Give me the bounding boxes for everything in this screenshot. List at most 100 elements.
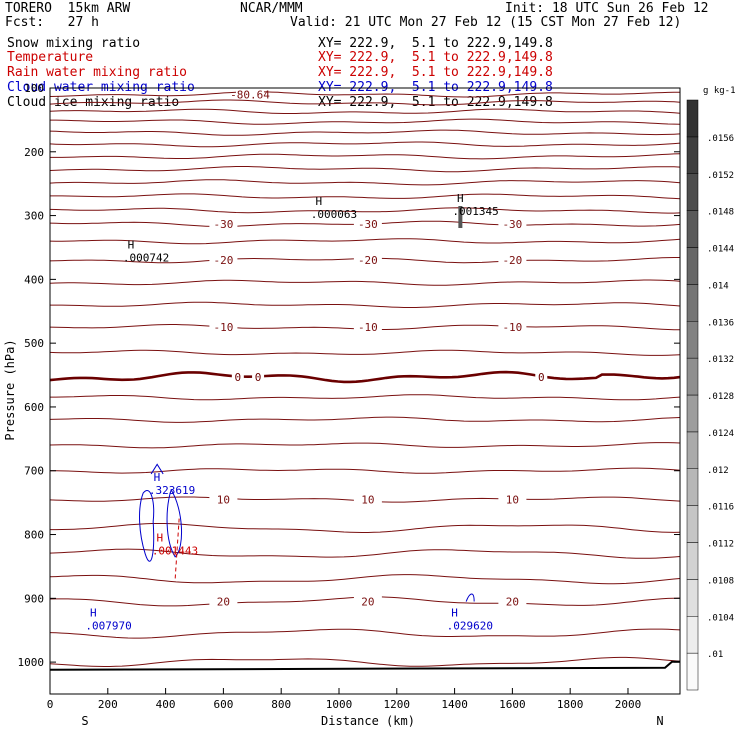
colorbar-label: .0128 [707,392,734,402]
colorbar-label: .0144 [707,245,734,255]
colorbar-label: .0132 [707,355,734,365]
contour-label-bg [498,217,527,230]
colorbar-label: .012 [707,466,729,476]
colorbar-label: .0108 [707,576,734,586]
temperature-contour [50,118,681,125]
cloud-ice-shading [458,206,463,229]
colorbar-swatch [686,468,699,506]
temperature-contours: -80.64 -30 -30 -30 -20 -20 -20 -10 -10 -10 10 10 10 2… [49,88,681,667]
x-tick-label: 1800 [557,698,584,711]
colorbar-swatch [686,505,699,543]
y-tick-label: 1000 [18,656,45,669]
field-xy-cloud-ice: XY= 222.9, 5.1 to 222.9,149.8 [318,95,553,110]
x-axis: 0 200 400 600 800 1000 1200 1400 1600 1800 2000 [47,688,642,711]
colorbar-swatch [686,542,699,580]
colorbar-swatch [686,247,699,285]
temperature-contour [50,153,681,160]
valid-time: Valid: 21 UTC Mon 27 Feb 12 (15 CST Mon … [290,15,682,30]
temperature-contour [49,349,681,356]
temperature-contour [50,523,681,533]
contour-label: -30 [358,218,378,231]
y-tick-label: 700 [24,465,44,478]
x-axis-label: Distance (km) [321,714,415,728]
temperature-contour [50,394,681,401]
maximum-value: .323619 [149,484,195,497]
y-tick-label: 200 [24,146,44,159]
temperature-contour [49,166,681,173]
maximum-marker: H [154,471,161,484]
temperature-contour [49,416,681,423]
model-title: TORERO 15km ARW [5,1,131,16]
colorbar-swatch [686,210,699,248]
contour-label-bg [209,493,238,506]
org-title: NCAR/MMM [240,1,303,16]
contour-label: 20 [217,596,230,609]
contour-label: -10 [213,321,233,334]
x-tick-label: 600 [213,698,233,711]
freezing-label: 0 [255,371,262,384]
contour-label: 20 [506,596,519,609]
x-tick-label: 1600 [499,698,526,711]
colorbar-label: .0136 [707,318,734,328]
x-tick-label: 2000 [615,698,642,711]
contour-label: -30 [213,218,233,231]
field-name-rain: Rain water mixing ratio [7,65,188,80]
contour-label: -20 [213,254,233,267]
maximum-marker: H [128,239,135,252]
cloud-water-contour [139,490,155,562]
contour-label-bg [498,595,527,608]
temperature-contour [49,628,681,639]
plot-frame [49,87,681,695]
colorbar-label: .0116 [707,503,734,513]
freezing-label: 0 [235,371,242,384]
temperature-contour [50,467,681,474]
temperature-contour [49,141,681,148]
contour-label-bg [498,321,527,334]
maximum-marker: H [157,531,164,544]
maximum-marker: H [90,607,97,620]
maximum-marker: H [457,192,464,205]
y-tick-label: 800 [24,529,44,542]
x-tick-label: 400 [156,698,176,711]
colorbar-swatch [686,136,699,174]
y-tick-label: 500 [24,337,44,350]
colorbar: .01 .0104 .0108 .0112 .0116 .012 .0124 .0128 .01… [686,99,734,691]
temperature-contour [49,91,680,98]
x-end-label-s: S [81,714,88,728]
colorbar-label: .0152 [707,171,734,181]
field-xy-rain: XY= 222.9, 5.1 to 222.9,149.8 [318,65,553,80]
colorbar-unit: g kg-1 [703,86,736,96]
colorbar-label: .0148 [707,208,734,218]
freezing-label: 0 [538,371,545,384]
contour-label: 10 [361,493,374,506]
contour-label: -20 [358,254,378,267]
field-name-snow: Snow mixing ratio [7,36,141,51]
y-tick-label: 600 [24,401,44,414]
temperature-contour [49,207,681,214]
temperature-contour [49,548,681,559]
x-end-label-n: N [656,714,663,728]
contour-label-bg [353,254,382,267]
rain-water-contour [174,518,180,580]
y-tick-label: 300 [24,210,44,223]
y-axis-label: Pressure (hPa) [3,339,17,440]
colorbar-swatch [686,321,699,359]
temperature-contour [50,193,681,200]
temperature-contour [49,108,681,114]
contour-label: -30 [502,218,522,231]
colorbar-swatch [686,357,699,396]
maximum-value: .000742 [123,252,169,265]
temperature-contour [49,574,681,585]
contour-label-bg [353,321,382,334]
contour-label: -10 [502,321,522,334]
x-tick-label: 1200 [384,698,411,711]
colorbar-label: .014 [707,281,729,291]
contour-label: 20 [361,596,374,609]
contour-label-bg [353,217,382,230]
x-tick-label: 1000 [326,698,353,711]
init-time: Init: 18 UTC Sun 26 Feb 12 [505,1,709,16]
cloud-water-contour [150,463,164,475]
contour-label-bg [209,595,238,608]
hydrometeor-contours [139,206,475,602]
